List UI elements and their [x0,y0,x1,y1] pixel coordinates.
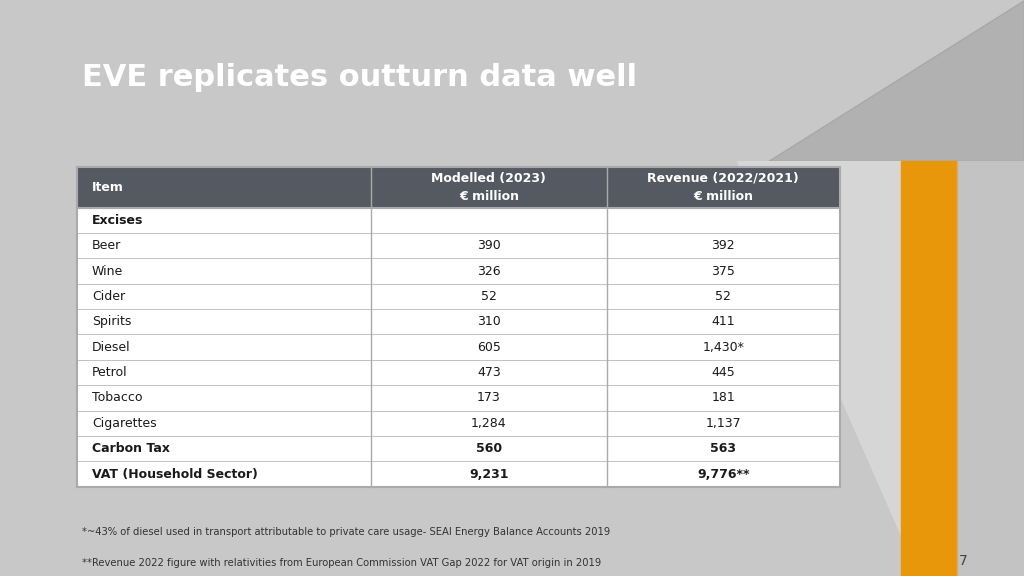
Text: 560: 560 [476,442,502,455]
Polygon shape [957,161,1024,576]
Text: Diesel: Diesel [92,340,131,354]
Bar [607,309,840,335]
Bar [371,360,607,385]
Text: 375: 375 [712,264,735,278]
Bar [371,411,607,436]
Bar [371,335,607,360]
Bar [607,385,840,411]
Bar [901,161,957,526]
Text: Cider: Cider [92,290,125,303]
Polygon shape [737,161,901,535]
Text: 7: 7 [958,554,968,568]
Bar [77,385,371,411]
Text: *~43% of diesel used in transport attributable to private care usage- SEAI Energ: *~43% of diesel used in transport attrib… [82,526,610,537]
Text: 1,137: 1,137 [706,417,741,430]
Bar [607,233,840,259]
Text: 445: 445 [712,366,735,379]
Bar [607,335,840,360]
Bar [77,167,371,207]
Text: **Revenue 2022 figure with relativities from European Commission VAT Gap 2022 fo: **Revenue 2022 figure with relativities … [82,558,601,568]
Text: EVE replicates outturn data well: EVE replicates outturn data well [82,63,637,92]
Bar [77,411,371,436]
Bar [77,207,371,233]
Text: 390: 390 [477,239,501,252]
Text: 9,231: 9,231 [469,468,509,480]
Bar [77,309,371,335]
Text: Wine: Wine [92,264,123,278]
Polygon shape [768,0,1024,161]
Bar [371,436,607,461]
Text: Cigarettes: Cigarettes [92,417,157,430]
Text: 9,776**: 9,776** [697,468,750,480]
Text: Carbon Tax: Carbon Tax [92,442,170,455]
Text: Modelled (2023)
€ million: Modelled (2023) € million [431,172,546,203]
Bar [607,167,840,207]
Bar [77,436,371,461]
Bar [371,167,607,207]
Text: Petrol: Petrol [92,366,128,379]
Bar [371,461,607,487]
Text: 563: 563 [711,442,736,455]
Text: Tobacco: Tobacco [92,392,142,404]
Bar [77,284,371,309]
Bar [371,259,607,284]
Text: 173: 173 [477,392,501,404]
Bar [77,335,371,360]
Text: 1,284: 1,284 [471,417,507,430]
Text: 181: 181 [712,392,735,404]
Text: 411: 411 [712,315,735,328]
Text: 1,430*: 1,430* [702,340,744,354]
Bar [77,461,371,487]
Text: Spirits: Spirits [92,315,131,328]
Bar [371,309,607,335]
Bar [607,461,840,487]
Bar [607,436,840,461]
Bar [371,385,607,411]
Bar [77,233,371,259]
Bar [77,259,371,284]
Text: 473: 473 [477,366,501,379]
Bar [607,360,840,385]
Bar [77,360,371,385]
Text: 310: 310 [477,315,501,328]
Text: Revenue (2022/2021)
€ million: Revenue (2022/2021) € million [647,172,799,203]
Text: Item: Item [92,181,124,194]
Bar [371,207,607,233]
Text: 52: 52 [481,290,497,303]
Bar [607,207,840,233]
Bar [371,233,607,259]
Text: VAT (Household Sector): VAT (Household Sector) [92,468,258,480]
Text: 52: 52 [716,290,731,303]
Bar [607,284,840,309]
Bar [607,411,840,436]
Text: 326: 326 [477,264,501,278]
Text: 605: 605 [477,340,501,354]
Text: Beer: Beer [92,239,121,252]
Bar [607,259,840,284]
Polygon shape [901,526,957,576]
Text: 392: 392 [712,239,735,252]
Text: Excises: Excises [92,214,143,227]
Bar [371,284,607,309]
